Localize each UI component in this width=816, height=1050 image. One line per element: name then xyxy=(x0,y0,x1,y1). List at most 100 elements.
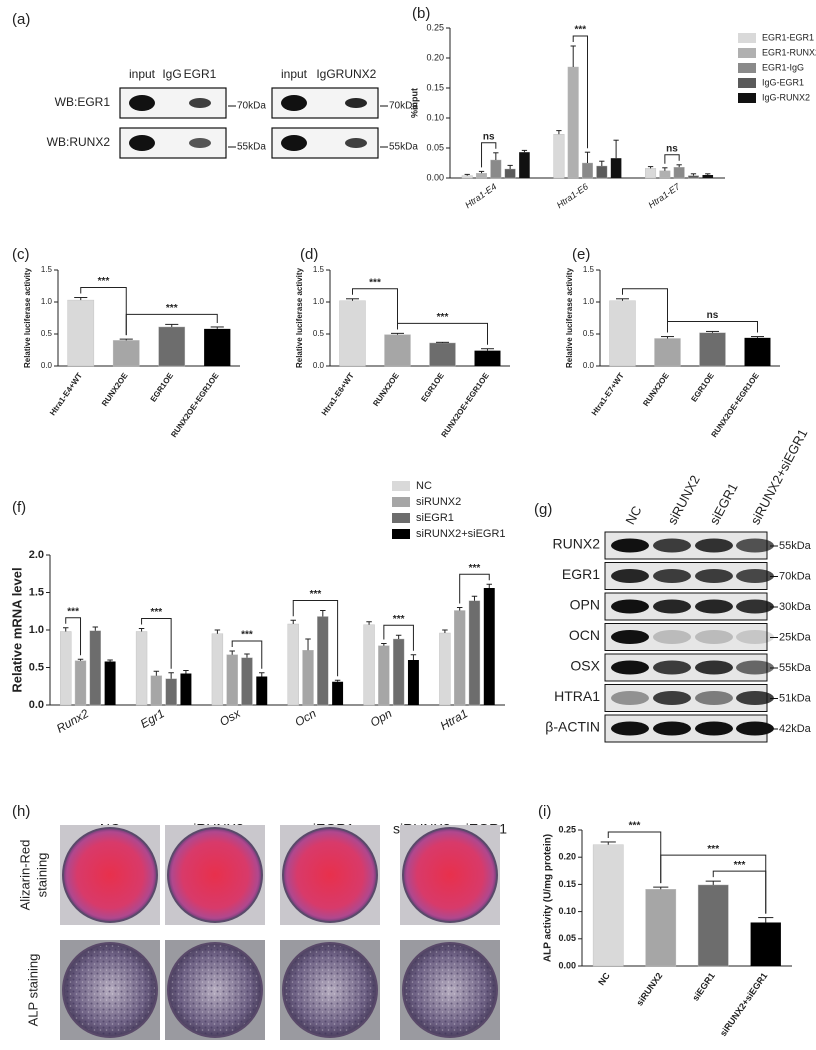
bar xyxy=(287,623,299,706)
bar xyxy=(490,159,502,179)
error-bar xyxy=(138,628,145,632)
y-tick-label: 1.0 xyxy=(583,297,595,306)
x-tick-label: Ocn xyxy=(292,706,318,729)
row-label: ALP staining xyxy=(25,954,40,1027)
significance-label: ns xyxy=(666,143,678,154)
blot-band xyxy=(281,95,307,111)
y-axis-label: ALP activity (U/mg protein) xyxy=(543,834,554,962)
well xyxy=(402,827,498,923)
legend-label: siRUNX2 xyxy=(416,496,461,508)
bar xyxy=(135,631,148,706)
blot-band xyxy=(736,721,774,736)
significance-label: *** xyxy=(241,630,253,641)
panel-label: (f) xyxy=(12,499,26,516)
x-tick-label: NC xyxy=(596,970,612,987)
error-bar xyxy=(705,173,711,175)
bar xyxy=(474,350,501,366)
blot-band xyxy=(653,721,691,736)
size-marker: 70kDa xyxy=(237,101,266,112)
bar xyxy=(226,654,238,706)
significance-bracket xyxy=(383,624,414,651)
legend-swatch xyxy=(738,93,756,103)
legend-swatch xyxy=(392,513,410,523)
bar xyxy=(165,678,177,706)
blot-band xyxy=(653,691,691,705)
bar xyxy=(104,661,116,705)
bar xyxy=(332,681,344,705)
y-tick-label: 0.05 xyxy=(558,933,576,943)
bar xyxy=(256,676,268,705)
error-bar xyxy=(464,173,470,176)
legend-swatch xyxy=(392,481,410,491)
error-bar xyxy=(290,619,296,624)
x-tick-label: Runx2 xyxy=(54,706,91,736)
x-tick-label: EGR1OE xyxy=(689,371,716,404)
size-marker: 51kDa xyxy=(779,692,812,704)
bar xyxy=(582,162,593,179)
bar xyxy=(241,657,253,706)
row-label: Alizarin-Red xyxy=(17,840,32,911)
significance-label: *** xyxy=(369,277,381,288)
error-bar xyxy=(493,152,499,160)
y-tick-label: 0.00 xyxy=(426,172,444,182)
x-tick-label: Htra1-E4 xyxy=(463,181,498,210)
bar xyxy=(610,158,622,178)
error-bar xyxy=(662,167,668,171)
error-bar xyxy=(556,130,562,135)
error-bar xyxy=(77,658,84,661)
y-tick-label: 2.0 xyxy=(29,549,44,561)
well xyxy=(167,827,263,923)
legend-swatch xyxy=(738,78,756,88)
blot-band xyxy=(653,538,691,553)
y-axis-label: Relative luciferase activity xyxy=(295,267,304,368)
blot-band xyxy=(189,98,211,108)
y-axis-label: %input xyxy=(409,88,419,118)
bar xyxy=(687,175,699,179)
error-bar xyxy=(442,629,448,633)
x-tick-label: Htra1-E6+WT xyxy=(320,371,356,417)
error-bar xyxy=(436,341,449,343)
size-marker: 70kDa xyxy=(779,570,812,582)
significance-label: ns xyxy=(707,310,719,321)
bar xyxy=(592,844,624,967)
error-bar xyxy=(647,166,654,169)
lane-label: IgG xyxy=(162,67,181,81)
bar xyxy=(89,630,101,706)
blot-row-label: WB:EGR1 xyxy=(55,95,111,109)
lane-label: IgG xyxy=(316,67,335,81)
blot-band xyxy=(129,95,155,111)
bar xyxy=(429,342,456,367)
error-bar xyxy=(119,338,133,341)
blot-band xyxy=(653,630,691,644)
blot-band xyxy=(736,569,774,583)
y-tick-label: 1.5 xyxy=(41,265,53,274)
legend-label: IgG-EGR1 xyxy=(762,77,804,87)
bar xyxy=(596,165,608,179)
blot-band xyxy=(611,660,649,675)
significance-bracket xyxy=(231,640,263,669)
x-tick-label: RUNX2OE+EGR1OE xyxy=(709,371,761,440)
significance-bracket xyxy=(459,573,490,604)
legend-label: EGR1-IgG xyxy=(762,62,804,72)
y-tick-label: 0.5 xyxy=(313,329,325,338)
significance-label: *** xyxy=(166,303,178,314)
x-tick-label: Egr1 xyxy=(138,706,167,731)
error-bar xyxy=(690,173,697,176)
legend-swatch xyxy=(738,33,756,43)
legend-label: EGR1-EGR1 xyxy=(762,32,814,42)
blot-band xyxy=(611,691,649,705)
blot-band xyxy=(345,138,367,148)
legend-swatch xyxy=(392,497,410,507)
x-tick-label: Htra1 xyxy=(438,706,470,733)
blot-band xyxy=(736,691,774,705)
error-bar xyxy=(676,164,682,168)
size-marker: 55kDa xyxy=(779,540,812,552)
legend-label: siRUNX2+siEGR1 xyxy=(416,528,506,540)
x-tick-label: Htra1-E6 xyxy=(555,181,590,210)
blot-band xyxy=(695,660,733,675)
blot-band xyxy=(695,721,733,736)
bar xyxy=(363,624,375,706)
bar xyxy=(519,152,530,178)
blot-band xyxy=(611,569,649,583)
